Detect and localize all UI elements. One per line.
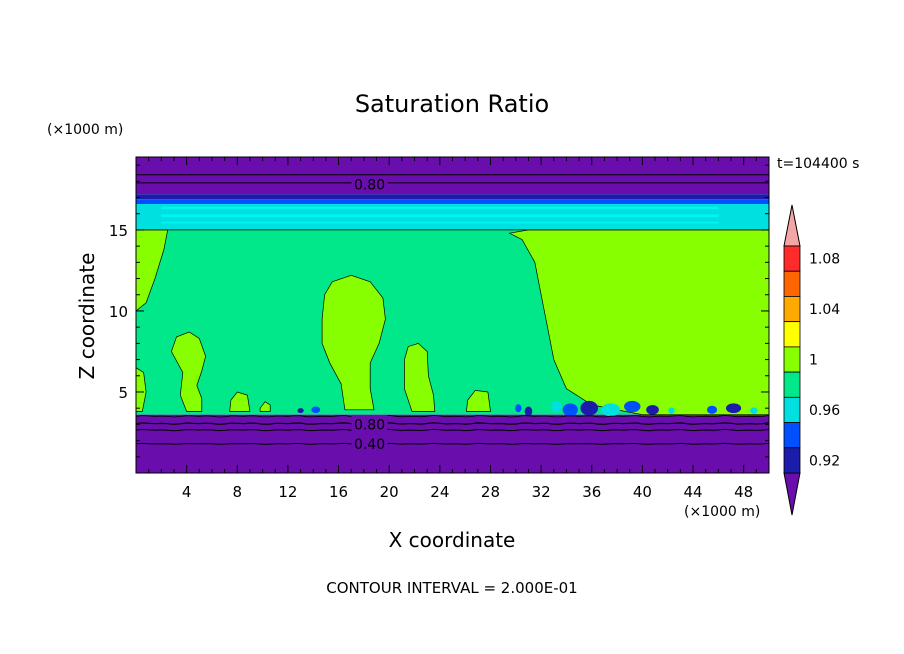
contour-label-2: 0.40 [354, 437, 385, 453]
contour-label-bg-0 [351, 175, 388, 192]
y-axis-label: Z coordinate [75, 253, 99, 380]
contour-label-bg-1 [351, 415, 388, 432]
band-upper-dry [136, 157, 769, 195]
x-tick-label-36: 36 [582, 483, 601, 501]
band-0.92 [136, 194, 769, 200]
region-left-low [136, 367, 147, 412]
colorbar-box-8 [783, 447, 801, 474]
colorbar-bottom-arrow [783, 472, 801, 516]
cloud-base-speckle-2 [551, 400, 562, 413]
contour-label-1: 0.80 [354, 417, 385, 433]
cloud-base-speckle-11 [750, 407, 758, 414]
cloud-base-speckle-5 [601, 403, 621, 417]
x-tick-label-12: 12 [278, 483, 297, 501]
cloud-base-speckle-13 [297, 408, 304, 414]
contour-interval-note: CONTOUR INTERVAL = 2.000E-01 [326, 579, 577, 597]
cloud-base-speckle-6 [624, 400, 641, 413]
y-tick-label-5: 5 [118, 384, 128, 402]
colorbar-label-0: 0.92 [809, 453, 840, 469]
saturation-field [136, 157, 769, 473]
colorbar-box-1 [783, 270, 801, 297]
cloud-base-speckle-9 [706, 405, 718, 414]
contour-label-bg-2 [351, 434, 388, 451]
colorbar-box-5 [783, 371, 801, 398]
y-tick-label-10: 10 [109, 303, 128, 321]
x-tick-label-44: 44 [683, 483, 702, 501]
colorbar-label-4: 1.08 [809, 252, 840, 268]
cloud-base-speckle-12 [311, 406, 321, 414]
x-tick-label-24: 24 [430, 483, 449, 501]
x-tick-label-16: 16 [329, 483, 348, 501]
cloud-base-speckle-7 [646, 404, 659, 415]
plot-area: 0.80 0.80 0.40 [136, 157, 769, 473]
colorbar-label-1: 0.96 [809, 403, 840, 419]
colorbar-box-7 [783, 422, 801, 449]
contour-0.60 [136, 428, 769, 432]
y-unit-label: (×1000 m) [47, 122, 123, 138]
region-cloud-22km [404, 343, 436, 412]
contour-0.40 [136, 442, 769, 445]
region-central-cloud [321, 274, 386, 411]
colorbar-label-3: 1.04 [809, 302, 840, 318]
colorbar-label-2: 1 [809, 353, 818, 369]
contour-base-1.0 [136, 415, 769, 418]
x-axis-label: X coordinate [389, 528, 516, 552]
cloud-base-speckle-0 [515, 404, 522, 413]
cloud-base-speckle-3 [562, 403, 578, 417]
band-0.94 [136, 199, 769, 204]
y-tick-label-15: 15 [109, 222, 128, 240]
colorbar-top-arrow [783, 204, 801, 247]
colorbar-box-4 [783, 346, 801, 373]
x-tick-label-48: 48 [734, 483, 753, 501]
colorbar: 0.92 0.96 1 1.04 1.08 [783, 204, 840, 516]
x-tick-label-8: 8 [233, 483, 243, 501]
colorbar-box-2 [783, 296, 801, 323]
region-cloud-4km [171, 331, 206, 412]
x-tick-label-32: 32 [532, 483, 551, 501]
x-tick-label-40: 40 [633, 483, 652, 501]
x-tick-label-4: 4 [182, 483, 192, 501]
x-unit-label: (×1000 m) [684, 504, 760, 520]
colorbar-box-6 [783, 396, 801, 423]
cloud-base-speckle-4 [580, 400, 599, 416]
cloud-base-speckle-10 [725, 403, 742, 414]
contour-label-0: 0.80 [354, 178, 385, 194]
region-cloud-10km [259, 401, 271, 412]
time-label: t=104400 s [777, 156, 859, 172]
cyan-streak-0 [161, 214, 719, 217]
colorbar-box-0 [783, 245, 801, 272]
colorbar-box-3 [783, 321, 801, 348]
cyan-streak-2 [161, 221, 719, 224]
region-cloud-27km [466, 390, 491, 412]
x-tick-label-28: 28 [481, 483, 500, 501]
cloud-base-speckle-1 [524, 406, 533, 417]
x-tick-label-20: 20 [380, 483, 399, 501]
cloud-base-speckle-8 [668, 407, 675, 414]
cyan-streak-1 [161, 206, 719, 209]
chart-title: Saturation Ratio [355, 90, 549, 118]
contour-0.80 [136, 422, 769, 425]
region-cloud-8km [229, 391, 251, 412]
